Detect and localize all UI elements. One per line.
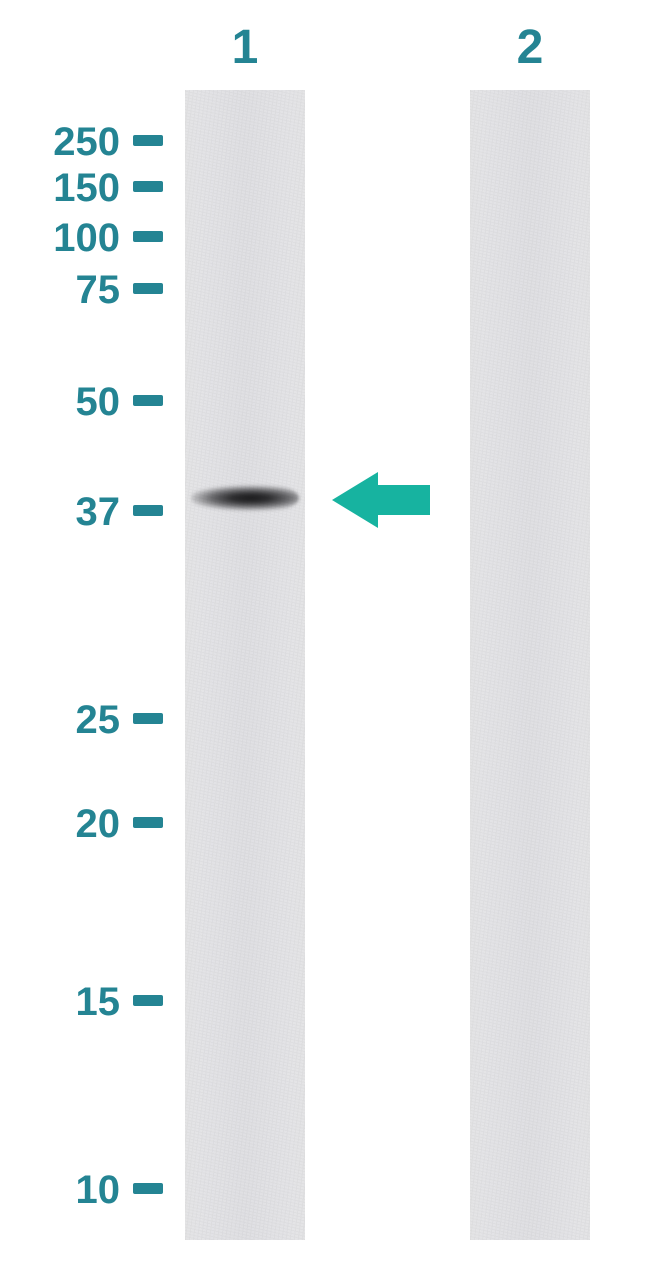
mw-label-37: 37 [76, 492, 121, 532]
mw-tick-10 [133, 1183, 163, 1194]
mw-label-20: 20 [76, 804, 121, 844]
mw-label-15: 15 [76, 982, 121, 1022]
mw-tick-100 [133, 231, 163, 242]
mw-tick-250 [133, 135, 163, 146]
mw-label-50: 50 [76, 382, 121, 422]
mw-tick-37 [133, 505, 163, 516]
mw-tick-50 [133, 395, 163, 406]
mw-label-75: 75 [76, 270, 121, 310]
lane-2 [470, 90, 590, 1240]
western-blot-figure: 1 2 250 150 100 75 50 37 25 20 15 10 [0, 0, 650, 1270]
mw-label-100: 100 [53, 218, 120, 258]
lane-2-label: 2 [470, 20, 590, 75]
mw-label-150: 150 [53, 168, 120, 208]
lane-1-label: 1 [185, 20, 305, 75]
mw-tick-75 [133, 283, 163, 294]
mw-tick-150 [133, 181, 163, 192]
mw-label-25: 25 [76, 700, 121, 740]
mw-tick-20 [133, 817, 163, 828]
mw-label-10: 10 [76, 1170, 121, 1210]
band-lane1-37kda [191, 483, 299, 513]
mw-tick-15 [133, 995, 163, 1006]
mw-label-250: 250 [53, 122, 120, 162]
lane-1 [185, 90, 305, 1240]
mw-tick-25 [133, 713, 163, 724]
